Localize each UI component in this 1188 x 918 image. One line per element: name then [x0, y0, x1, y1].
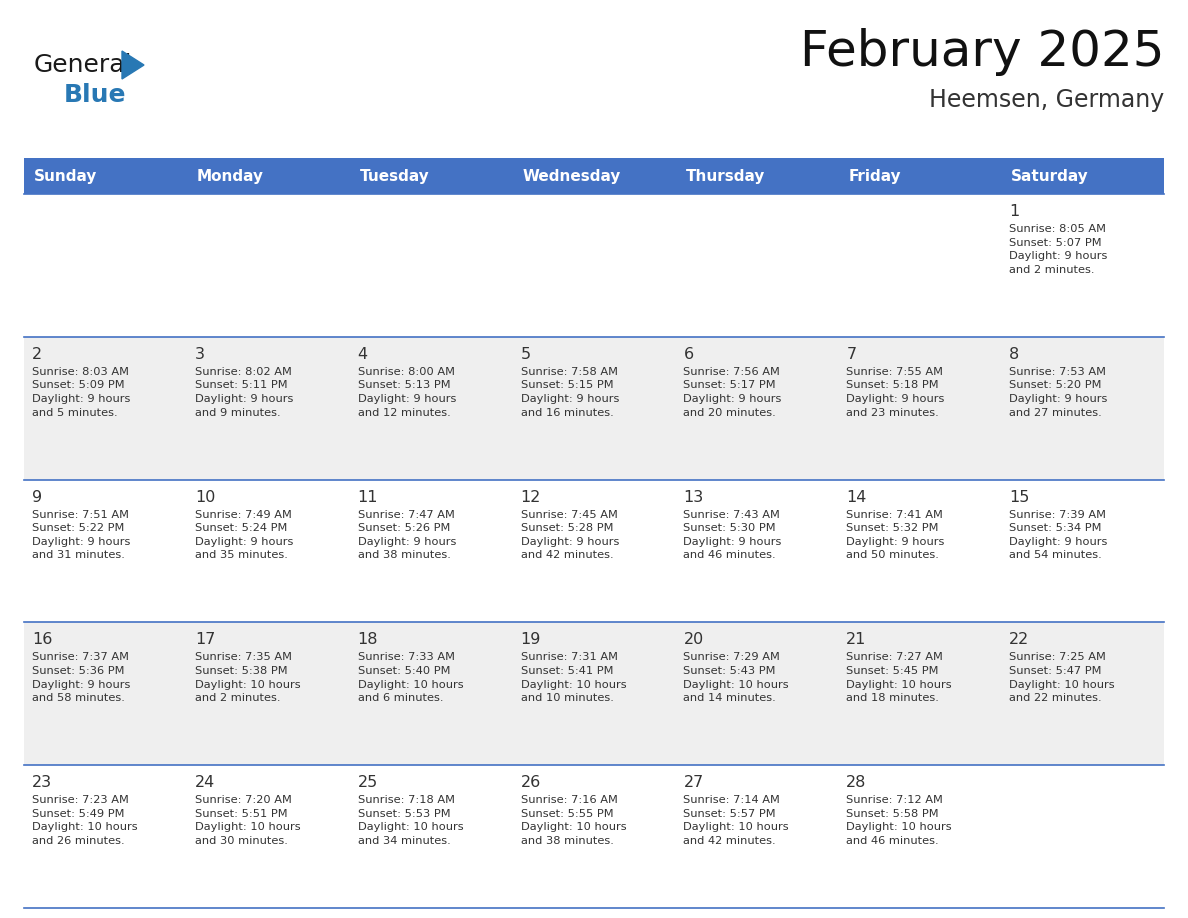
Polygon shape: [122, 51, 144, 79]
Text: Sunrise: 8:00 AM
Sunset: 5:13 PM
Daylight: 9 hours
and 12 minutes.: Sunrise: 8:00 AM Sunset: 5:13 PM Dayligh…: [358, 367, 456, 418]
Text: Thursday: Thursday: [685, 169, 765, 184]
Text: Wednesday: Wednesday: [523, 169, 621, 184]
Text: Heemsen, Germany: Heemsen, Germany: [929, 88, 1164, 112]
Text: Sunrise: 7:29 AM
Sunset: 5:43 PM
Daylight: 10 hours
and 14 minutes.: Sunrise: 7:29 AM Sunset: 5:43 PM Dayligh…: [683, 653, 789, 703]
Text: 25: 25: [358, 775, 378, 790]
Text: Sunrise: 7:33 AM
Sunset: 5:40 PM
Daylight: 10 hours
and 6 minutes.: Sunrise: 7:33 AM Sunset: 5:40 PM Dayligh…: [358, 653, 463, 703]
Bar: [24, 337, 1164, 479]
Text: Sunrise: 7:14 AM
Sunset: 5:57 PM
Daylight: 10 hours
and 42 minutes.: Sunrise: 7:14 AM Sunset: 5:57 PM Dayligh…: [683, 795, 789, 846]
Text: 14: 14: [846, 489, 867, 505]
Text: Sunrise: 7:51 AM
Sunset: 5:22 PM
Daylight: 9 hours
and 31 minutes.: Sunrise: 7:51 AM Sunset: 5:22 PM Dayligh…: [32, 509, 131, 560]
Text: 16: 16: [32, 633, 52, 647]
Text: 9: 9: [32, 489, 42, 505]
Text: 7: 7: [846, 347, 857, 362]
Text: Sunrise: 7:43 AM
Sunset: 5:30 PM
Daylight: 9 hours
and 46 minutes.: Sunrise: 7:43 AM Sunset: 5:30 PM Dayligh…: [683, 509, 782, 560]
Text: 26: 26: [520, 775, 541, 790]
Text: 23: 23: [32, 775, 52, 790]
Text: Sunrise: 7:25 AM
Sunset: 5:47 PM
Daylight: 10 hours
and 22 minutes.: Sunrise: 7:25 AM Sunset: 5:47 PM Dayligh…: [1009, 653, 1114, 703]
Text: Blue: Blue: [64, 83, 126, 107]
Text: 11: 11: [358, 489, 378, 505]
Text: February 2025: February 2025: [800, 28, 1164, 76]
Text: Sunrise: 7:39 AM
Sunset: 5:34 PM
Daylight: 9 hours
and 54 minutes.: Sunrise: 7:39 AM Sunset: 5:34 PM Dayligh…: [1009, 509, 1107, 560]
Text: Monday: Monday: [197, 169, 264, 184]
Text: General: General: [34, 53, 133, 77]
Text: Sunrise: 7:49 AM
Sunset: 5:24 PM
Daylight: 9 hours
and 35 minutes.: Sunrise: 7:49 AM Sunset: 5:24 PM Dayligh…: [195, 509, 293, 560]
Text: 28: 28: [846, 775, 867, 790]
Bar: [24, 158, 1164, 194]
Text: 4: 4: [358, 347, 368, 362]
Text: Sunrise: 7:20 AM
Sunset: 5:51 PM
Daylight: 10 hours
and 30 minutes.: Sunrise: 7:20 AM Sunset: 5:51 PM Dayligh…: [195, 795, 301, 846]
Text: Sunrise: 7:58 AM
Sunset: 5:15 PM
Daylight: 9 hours
and 16 minutes.: Sunrise: 7:58 AM Sunset: 5:15 PM Dayligh…: [520, 367, 619, 418]
Text: 8: 8: [1009, 347, 1019, 362]
Text: 3: 3: [195, 347, 204, 362]
Text: Sunrise: 7:41 AM
Sunset: 5:32 PM
Daylight: 9 hours
and 50 minutes.: Sunrise: 7:41 AM Sunset: 5:32 PM Dayligh…: [846, 509, 944, 560]
Text: Sunrise: 7:55 AM
Sunset: 5:18 PM
Daylight: 9 hours
and 23 minutes.: Sunrise: 7:55 AM Sunset: 5:18 PM Dayligh…: [846, 367, 944, 418]
Bar: [24, 194, 1164, 337]
Text: Tuesday: Tuesday: [360, 169, 430, 184]
Text: 21: 21: [846, 633, 867, 647]
Text: Sunrise: 7:27 AM
Sunset: 5:45 PM
Daylight: 10 hours
and 18 minutes.: Sunrise: 7:27 AM Sunset: 5:45 PM Dayligh…: [846, 653, 952, 703]
Text: 18: 18: [358, 633, 378, 647]
Text: Saturday: Saturday: [1011, 169, 1089, 184]
Text: Sunrise: 7:53 AM
Sunset: 5:20 PM
Daylight: 9 hours
and 27 minutes.: Sunrise: 7:53 AM Sunset: 5:20 PM Dayligh…: [1009, 367, 1107, 418]
Text: Sunrise: 7:35 AM
Sunset: 5:38 PM
Daylight: 10 hours
and 2 minutes.: Sunrise: 7:35 AM Sunset: 5:38 PM Dayligh…: [195, 653, 301, 703]
Text: Sunrise: 8:03 AM
Sunset: 5:09 PM
Daylight: 9 hours
and 5 minutes.: Sunrise: 8:03 AM Sunset: 5:09 PM Dayligh…: [32, 367, 131, 418]
Bar: [24, 766, 1164, 908]
Text: 6: 6: [683, 347, 694, 362]
Text: 12: 12: [520, 489, 541, 505]
Text: 15: 15: [1009, 489, 1030, 505]
Text: Sunrise: 7:31 AM
Sunset: 5:41 PM
Daylight: 10 hours
and 10 minutes.: Sunrise: 7:31 AM Sunset: 5:41 PM Dayligh…: [520, 653, 626, 703]
Text: Sunrise: 7:16 AM
Sunset: 5:55 PM
Daylight: 10 hours
and 38 minutes.: Sunrise: 7:16 AM Sunset: 5:55 PM Dayligh…: [520, 795, 626, 846]
Text: Sunday: Sunday: [34, 169, 97, 184]
Text: 22: 22: [1009, 633, 1029, 647]
Text: 17: 17: [195, 633, 215, 647]
Text: 10: 10: [195, 489, 215, 505]
Text: Sunrise: 8:02 AM
Sunset: 5:11 PM
Daylight: 9 hours
and 9 minutes.: Sunrise: 8:02 AM Sunset: 5:11 PM Dayligh…: [195, 367, 293, 418]
Text: 19: 19: [520, 633, 541, 647]
Text: 27: 27: [683, 775, 703, 790]
Text: Sunrise: 7:56 AM
Sunset: 5:17 PM
Daylight: 9 hours
and 20 minutes.: Sunrise: 7:56 AM Sunset: 5:17 PM Dayligh…: [683, 367, 782, 418]
Text: Sunrise: 7:37 AM
Sunset: 5:36 PM
Daylight: 9 hours
and 58 minutes.: Sunrise: 7:37 AM Sunset: 5:36 PM Dayligh…: [32, 653, 131, 703]
Text: Sunrise: 7:18 AM
Sunset: 5:53 PM
Daylight: 10 hours
and 34 minutes.: Sunrise: 7:18 AM Sunset: 5:53 PM Dayligh…: [358, 795, 463, 846]
Bar: [24, 622, 1164, 766]
Bar: [24, 479, 1164, 622]
Text: 20: 20: [683, 633, 703, 647]
Text: Sunrise: 7:12 AM
Sunset: 5:58 PM
Daylight: 10 hours
and 46 minutes.: Sunrise: 7:12 AM Sunset: 5:58 PM Dayligh…: [846, 795, 952, 846]
Text: 1: 1: [1009, 204, 1019, 219]
Text: Sunrise: 7:47 AM
Sunset: 5:26 PM
Daylight: 9 hours
and 38 minutes.: Sunrise: 7:47 AM Sunset: 5:26 PM Dayligh…: [358, 509, 456, 560]
Text: 5: 5: [520, 347, 531, 362]
Text: Friday: Friday: [848, 169, 901, 184]
Text: Sunrise: 7:23 AM
Sunset: 5:49 PM
Daylight: 10 hours
and 26 minutes.: Sunrise: 7:23 AM Sunset: 5:49 PM Dayligh…: [32, 795, 138, 846]
Text: Sunrise: 7:45 AM
Sunset: 5:28 PM
Daylight: 9 hours
and 42 minutes.: Sunrise: 7:45 AM Sunset: 5:28 PM Dayligh…: [520, 509, 619, 560]
Text: 2: 2: [32, 347, 42, 362]
Text: 13: 13: [683, 489, 703, 505]
Text: 24: 24: [195, 775, 215, 790]
Text: Sunrise: 8:05 AM
Sunset: 5:07 PM
Daylight: 9 hours
and 2 minutes.: Sunrise: 8:05 AM Sunset: 5:07 PM Dayligh…: [1009, 224, 1107, 274]
